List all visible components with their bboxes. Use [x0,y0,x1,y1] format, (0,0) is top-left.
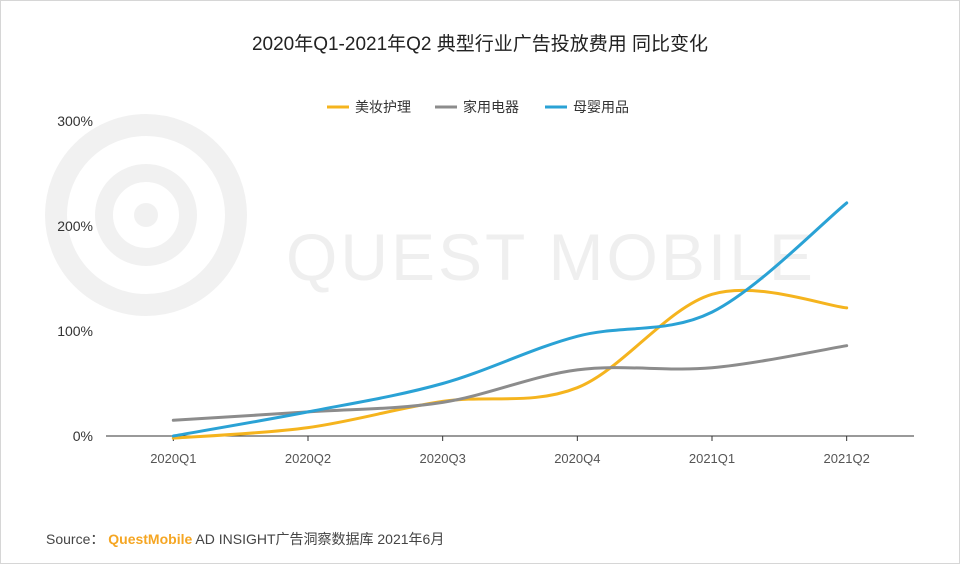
x-tick-label: 2020Q4 [554,451,600,466]
watermark-dot [134,203,158,227]
source-note: Source： QuestMobile AD INSIGHT广告洞察数据库 20… [46,529,444,549]
watermark-ring [45,114,247,316]
source-text: AD INSIGHT广告洞察数据库 2021年6月 [195,531,445,547]
series-line [171,344,849,422]
x-tick-label: 2021Q2 [824,451,870,466]
legend-label: 家用电器 [463,99,519,115]
y-tick-label: 0% [73,428,93,444]
watermark-inner-ring [95,164,197,266]
y-tick-label: 200% [57,218,93,234]
chart-title: 2020年Q1-2021年Q2 典型行业广告投放费用 同比变化 [252,33,708,55]
x-tick-label: 2020Q3 [420,451,466,466]
legend-label: 母婴用品 [573,99,629,115]
legend-label: 美妆护理 [355,99,411,115]
watermark-text: QUEST MOBILE [286,220,816,294]
x-axis-ticks: 2020Q1 2020Q2 2020Q3 2020Q4 2021Q1 2021Q2 [150,436,870,466]
source-label: Source： [46,531,105,547]
watermark-logo: QUEST MOBILE [45,114,816,316]
source-brand: QuestMobile [108,531,193,547]
series-line [171,288,849,440]
y-tick-label: 300% [57,113,93,129]
legend: 美妆护理 家用电器 母婴用品 [327,99,629,115]
y-tick-label: 100% [57,323,93,339]
series-lines [171,201,849,440]
x-tick-label: 2020Q1 [150,451,196,466]
x-tick-label: 2021Q1 [689,451,735,466]
x-tick-label: 2020Q2 [285,451,331,466]
y-axis-ticks: 0% 100% 200% 300% [57,113,93,444]
series-line [171,201,849,438]
